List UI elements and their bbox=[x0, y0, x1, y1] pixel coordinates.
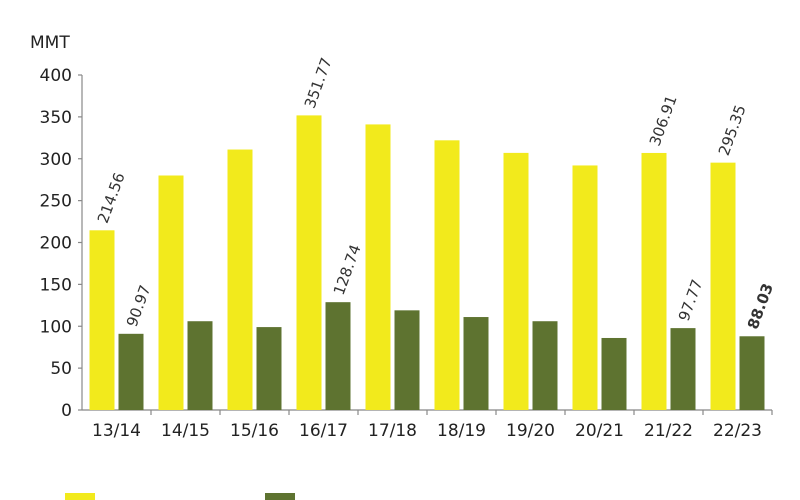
bar bbox=[296, 115, 322, 410]
y-tick-label: 50 bbox=[50, 359, 72, 379]
value-label: 88.03 bbox=[744, 281, 777, 332]
y-tick-label: 300 bbox=[40, 150, 72, 170]
bar bbox=[118, 333, 144, 410]
x-tick-label: 17/18 bbox=[368, 421, 417, 441]
value-label: 214.56 bbox=[94, 170, 129, 225]
y-tick-label: 400 bbox=[40, 66, 72, 86]
x-tick-label: 16/17 bbox=[299, 421, 348, 441]
legend-swatch bbox=[265, 493, 295, 500]
x-tick-label: 21/22 bbox=[644, 421, 693, 441]
y-tick-label: 250 bbox=[40, 192, 72, 212]
x-tick-label: 22/23 bbox=[713, 421, 762, 441]
y-axis-label: MMT bbox=[30, 33, 70, 53]
x-tick-label: 19/20 bbox=[506, 421, 555, 441]
bar bbox=[572, 165, 598, 410]
x-tick-label: 15/16 bbox=[230, 421, 279, 441]
x-tick-label: 18/19 bbox=[437, 421, 486, 441]
y-tick-label: 350 bbox=[40, 108, 72, 128]
bar bbox=[365, 124, 391, 410]
value-label: 97.77 bbox=[675, 277, 707, 324]
value-label: 128.74 bbox=[330, 242, 365, 297]
bar bbox=[89, 230, 115, 410]
bar bbox=[227, 149, 253, 410]
value-label: 295.35 bbox=[715, 103, 750, 158]
bar bbox=[710, 162, 736, 410]
bar bbox=[463, 317, 489, 410]
x-tick-label: 13/14 bbox=[92, 421, 141, 441]
value-label: 90.97 bbox=[123, 283, 155, 330]
bar bbox=[641, 152, 667, 410]
bar bbox=[670, 328, 696, 410]
y-tick-label: 0 bbox=[61, 401, 72, 421]
bar bbox=[739, 336, 765, 410]
bar bbox=[325, 302, 351, 410]
value-label: 351.77 bbox=[301, 55, 336, 110]
bar bbox=[532, 321, 558, 410]
legend-swatch bbox=[65, 493, 95, 500]
y-tick-label: 150 bbox=[40, 275, 72, 295]
bar bbox=[187, 321, 213, 410]
bar bbox=[434, 140, 460, 410]
bar bbox=[394, 310, 420, 410]
x-tick-label: 14/15 bbox=[161, 421, 210, 441]
value-label: 306.91 bbox=[646, 93, 681, 148]
y-tick-label: 100 bbox=[40, 317, 72, 337]
bar bbox=[256, 327, 282, 410]
y-tick-label: 200 bbox=[40, 234, 72, 254]
bar bbox=[503, 152, 529, 410]
bar bbox=[601, 337, 627, 410]
bar bbox=[158, 175, 184, 410]
x-tick-label: 20/21 bbox=[575, 421, 624, 441]
